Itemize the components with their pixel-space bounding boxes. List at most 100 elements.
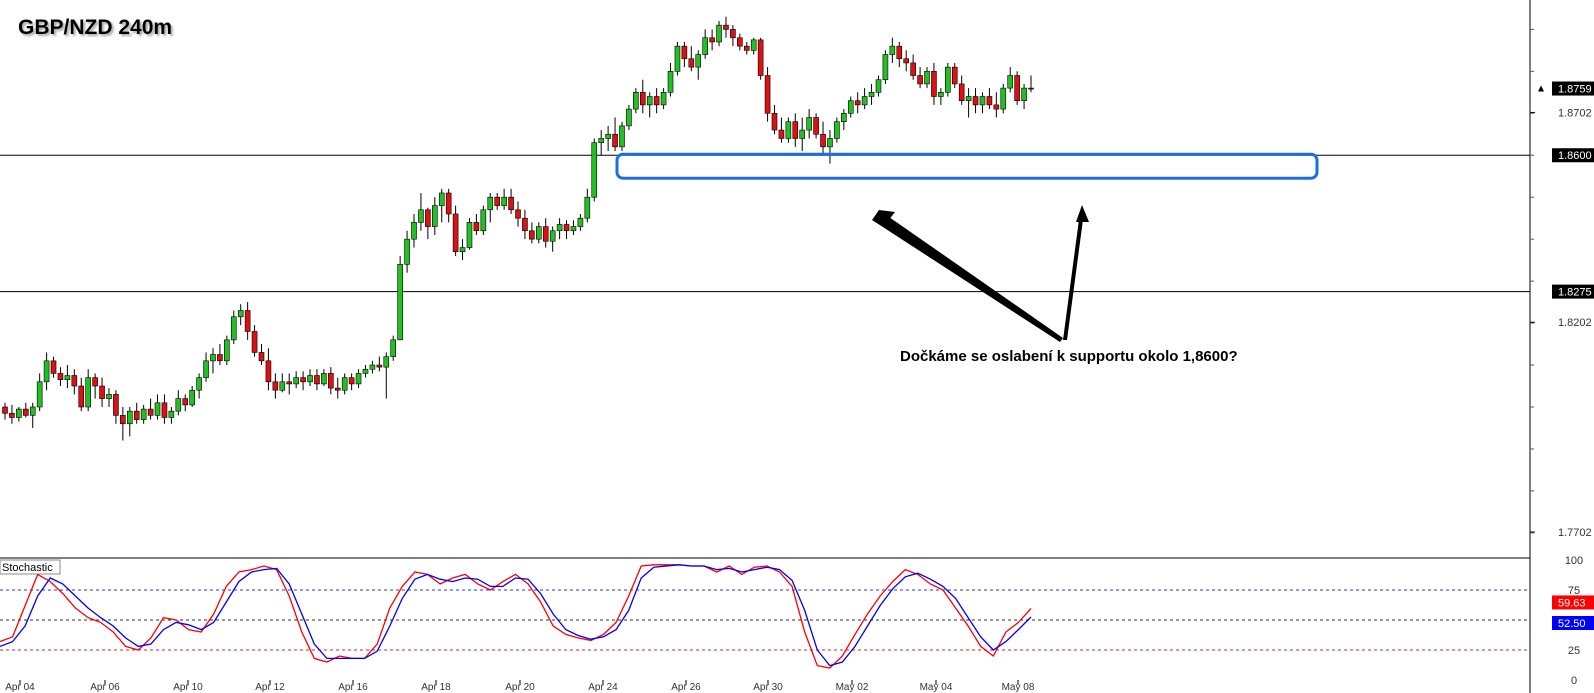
candle-down — [22, 408, 29, 416]
support-zone-box — [615, 152, 1319, 180]
candle-down — [993, 104, 1000, 110]
date-tick-label: Apr 26 — [671, 682, 701, 693]
price-label-box — [1552, 148, 1594, 163]
candle-up — [660, 92, 667, 106]
candle-up — [480, 209, 487, 232]
candle-up — [43, 360, 50, 383]
candle-up — [418, 209, 424, 223]
candle-up — [605, 133, 611, 139]
candle-up — [404, 238, 410, 265]
candle-up — [16, 408, 22, 418]
candle-up — [889, 45, 896, 55]
candlestick-series — [2, 16, 1034, 441]
candle-down — [951, 66, 958, 85]
date-tick-label: Apr 06 — [90, 682, 120, 693]
candle-up — [196, 377, 202, 391]
candle-down — [522, 217, 528, 232]
candle-down — [854, 100, 861, 106]
candle-up — [1007, 75, 1014, 89]
arrow-left-head — [879, 210, 895, 226]
arrow-left — [872, 210, 1063, 342]
candle-up — [237, 310, 244, 318]
candle-up — [168, 410, 175, 418]
candle-down — [910, 62, 916, 76]
candle-down — [147, 408, 154, 416]
stochastic-label-box — [0, 559, 61, 575]
candle-down — [764, 75, 771, 114]
candle-up — [189, 389, 195, 406]
candle-up — [799, 129, 806, 139]
candle-down — [258, 352, 265, 362]
candle-down — [896, 45, 903, 60]
candle-up — [882, 54, 889, 81]
candle-down — [813, 117, 819, 135]
candle-up — [633, 92, 639, 110]
candle-up — [785, 121, 792, 139]
candle-up — [979, 96, 986, 106]
candle-down — [71, 375, 78, 387]
candle-up — [556, 224, 563, 232]
candle-down — [133, 410, 140, 420]
candle-up — [383, 356, 390, 368]
candle-up — [945, 66, 951, 93]
candle-up — [64, 375, 71, 381]
candle-up — [646, 96, 653, 106]
candle-down — [723, 24, 729, 30]
stochastic-label: Stochastic — [2, 562, 53, 574]
candle-up — [85, 377, 91, 408]
candle-down — [425, 209, 431, 227]
price-tick-label: 1.8202 — [1558, 317, 1592, 329]
candle-up — [626, 108, 632, 127]
candle-down — [286, 381, 293, 385]
stochastic-panel: Stochastic — [0, 559, 1530, 669]
candle-down — [743, 45, 750, 51]
candle-up — [702, 37, 708, 55]
annotation-text: Dočkáme se oslabení k supportu okolo 1,8… — [900, 348, 1238, 365]
current-price-marker — [1538, 85, 1544, 92]
candle-down — [529, 230, 535, 240]
date-tick-label: Apr 30 — [753, 682, 783, 693]
candle-down — [251, 331, 258, 353]
candle-up — [36, 381, 43, 408]
price-tick-label: 1.8702 — [1558, 107, 1592, 119]
candle-up — [750, 39, 757, 51]
candle-down — [972, 96, 979, 106]
stochastic-tick-label: 0 — [1571, 675, 1577, 687]
candle-up — [535, 226, 542, 240]
candle-down — [709, 37, 715, 43]
candle-up — [397, 264, 403, 341]
candle-down — [737, 37, 743, 47]
candle-down — [244, 310, 251, 332]
candle-down — [50, 360, 57, 374]
candle-up — [438, 192, 445, 206]
price-label-box — [1552, 81, 1594, 96]
candle-up — [806, 117, 812, 131]
candle-down — [300, 377, 306, 383]
candle-up — [1021, 87, 1027, 101]
candle-down — [57, 373, 64, 381]
candle-down — [473, 222, 480, 232]
candle-up — [875, 79, 882, 93]
candle-up — [868, 92, 875, 97]
candle-up — [716, 24, 722, 43]
candle-down — [757, 39, 764, 76]
candle-up — [466, 222, 473, 248]
candle-down — [99, 385, 105, 399]
candle-down — [931, 71, 937, 97]
candle-down — [314, 375, 320, 385]
candle-up — [279, 381, 286, 391]
candle-down — [792, 121, 799, 139]
candle-up — [598, 138, 604, 143]
candle-down — [542, 226, 549, 242]
candle-up — [834, 121, 840, 139]
date-tick-label: Apr 16 — [338, 682, 368, 693]
candle-down — [9, 412, 15, 418]
candle-down — [445, 192, 452, 215]
candle-down — [820, 133, 826, 148]
candle-up — [307, 375, 313, 383]
arrow-right-head — [1076, 205, 1089, 222]
date-tick-label: Apr 18 — [421, 682, 451, 693]
candle-down — [903, 58, 910, 64]
candle-down — [452, 213, 459, 253]
candle-down — [334, 387, 341, 391]
